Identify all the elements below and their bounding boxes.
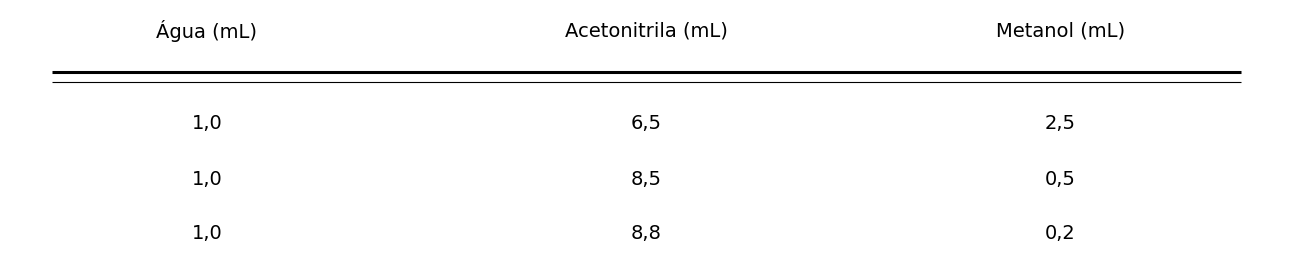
Text: 1,0: 1,0 bbox=[191, 114, 222, 133]
Text: 0,5: 0,5 bbox=[1045, 170, 1076, 189]
Text: 0,2: 0,2 bbox=[1045, 224, 1076, 243]
Text: 2,5: 2,5 bbox=[1045, 114, 1076, 133]
Text: 1,0: 1,0 bbox=[191, 224, 222, 243]
Text: Metanol (mL): Metanol (mL) bbox=[996, 21, 1125, 40]
Text: 6,5: 6,5 bbox=[631, 114, 662, 133]
Text: Acetonitrila (mL): Acetonitrila (mL) bbox=[565, 21, 728, 40]
Text: 1,0: 1,0 bbox=[191, 170, 222, 189]
Text: 8,8: 8,8 bbox=[631, 224, 662, 243]
Text: 8,5: 8,5 bbox=[631, 170, 662, 189]
Text: Água (mL): Água (mL) bbox=[156, 20, 257, 42]
